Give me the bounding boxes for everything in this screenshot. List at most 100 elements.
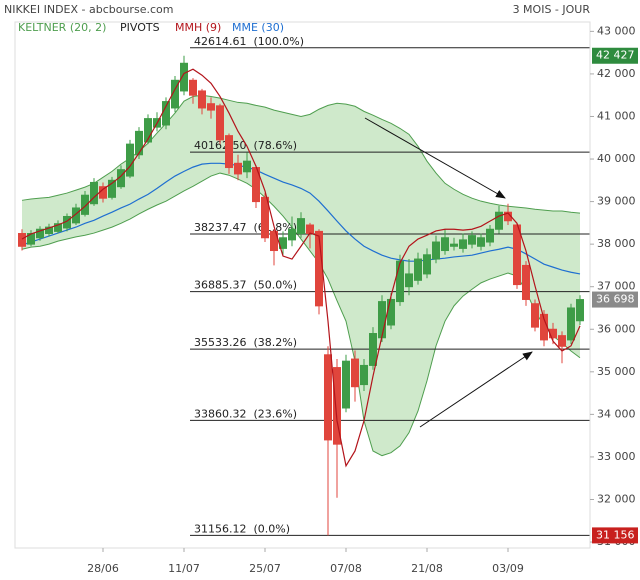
- candle-body: [486, 228, 494, 243]
- x-tick-label: 28/06: [87, 562, 119, 575]
- price-marker-label: 31 156: [596, 528, 635, 541]
- keltner-area: [22, 95, 580, 456]
- price-marker-label: 36 698: [596, 293, 635, 306]
- legend-mme: MME (30): [232, 21, 284, 34]
- candle-body: [531, 303, 539, 328]
- band-layer: [21, 94, 581, 457]
- candle-body: [306, 224, 314, 235]
- x-tick-label: 07/08: [330, 562, 362, 575]
- y-tick-label: 39 000: [597, 195, 636, 208]
- candle-body: [459, 239, 467, 249]
- candle-body: [315, 230, 323, 307]
- pivot-label: 40162.50 (78.6%): [194, 139, 297, 152]
- legend-mmh: MMH (9): [175, 21, 221, 34]
- main-layer: 42614.61 (100.0%) 40162.50 (78.6%) 38237.4…: [18, 35, 590, 536]
- keltner-upper: [21, 94, 581, 214]
- y-tick-label: 40 000: [597, 152, 636, 165]
- y-tick-label: 33 000: [597, 450, 636, 463]
- candle-body: [567, 307, 575, 341]
- y-tick-label: 38 000: [597, 237, 636, 250]
- candle-body: [135, 130, 143, 156]
- candle-body: [387, 298, 395, 326]
- x-tick-label: 03/09: [492, 562, 524, 575]
- pivot-label: 33860.32 (23.6%): [194, 407, 297, 420]
- chart-subtitle: 3 MOIS - JOUR: [513, 3, 591, 16]
- candle-body: [198, 90, 206, 109]
- candle-body: [522, 264, 530, 300]
- y-tick-label: 43 000: [597, 24, 636, 37]
- x-tick-label: 25/07: [249, 562, 281, 575]
- keltner-lower: [21, 172, 581, 457]
- candle-body: [558, 335, 566, 347]
- candle-body: [189, 79, 197, 96]
- candle-body: [414, 258, 422, 281]
- candle-body: [99, 186, 107, 199]
- annotation-arrow: [419, 351, 533, 428]
- x-tick-label: 11/07: [168, 562, 200, 575]
- candle-body: [450, 243, 458, 247]
- legend-pivots: PIVOTS: [120, 21, 160, 34]
- y-tick-label: 34 000: [597, 407, 636, 420]
- candle-body: [468, 235, 476, 245]
- candle-body: [477, 237, 485, 247]
- pivot-label: 42614.61 (100.0%): [194, 35, 304, 48]
- price-marker: [592, 291, 638, 308]
- candle-body: [513, 224, 521, 286]
- candle-body: [351, 358, 359, 388]
- candle-body: [171, 79, 179, 109]
- price-marker: [592, 47, 638, 64]
- candle-body: [81, 194, 89, 215]
- candle-body: [270, 230, 278, 252]
- annotation-arrow: [364, 117, 506, 199]
- price-marker-label: 42 427: [596, 49, 635, 62]
- candle-body: [360, 364, 368, 386]
- candle-body: [180, 62, 188, 92]
- candle-body: [225, 135, 233, 169]
- price-marker: [592, 527, 638, 544]
- candle-body: [405, 273, 413, 288]
- candle-body: [36, 228, 44, 239]
- mmh-line: [21, 68, 581, 468]
- chart-title: NIKKEI INDEX - abcbourse.com: [4, 3, 173, 16]
- candle-body: [378, 301, 386, 339]
- x-tick-label: 21/08: [411, 562, 443, 575]
- candle-body: [207, 103, 215, 111]
- pivot-label: 38237.47 (61.8%): [194, 221, 297, 234]
- y-tick-label: 37 000: [597, 280, 636, 293]
- candle-body: [369, 333, 377, 366]
- y-tick-label: 42 000: [597, 67, 636, 80]
- pivot-label: 36885.37 (50.0%): [194, 279, 297, 292]
- candle-body: [261, 196, 269, 239]
- plot-frame: [14, 21, 591, 549]
- candle-body: [396, 260, 404, 303]
- candle-body: [333, 367, 341, 445]
- legend-keltner: KELTNER (20, 2): [18, 21, 106, 34]
- candle-body: [108, 179, 116, 198]
- candle-body: [72, 207, 80, 224]
- candle-body: [297, 218, 305, 235]
- candle-body: [45, 226, 53, 235]
- pivot-label: 31156.12 (0.0%): [194, 522, 290, 535]
- candle-body: [288, 228, 296, 241]
- candle-body: [54, 223, 62, 232]
- candle-body: [576, 299, 584, 322]
- candle-body: [342, 360, 350, 409]
- candle-body: [234, 162, 242, 175]
- candle-body: [90, 181, 98, 205]
- mme-line: [21, 162, 581, 275]
- candle-body: [423, 254, 431, 275]
- candle-body: [18, 233, 26, 247]
- candle-body: [495, 211, 503, 230]
- y-tick-label: 32 000: [597, 492, 636, 505]
- candle-body: [216, 105, 224, 141]
- candle-body: [432, 241, 440, 260]
- y-tick-label: 36 000: [597, 322, 636, 335]
- candle-body: [243, 160, 251, 173]
- candle-body: [144, 118, 152, 143]
- pivot-label: 35533.26 (38.2%): [194, 336, 297, 349]
- candle-body: [126, 143, 134, 177]
- candle-body: [324, 354, 332, 441]
- y-tick-label: 35 000: [597, 365, 636, 378]
